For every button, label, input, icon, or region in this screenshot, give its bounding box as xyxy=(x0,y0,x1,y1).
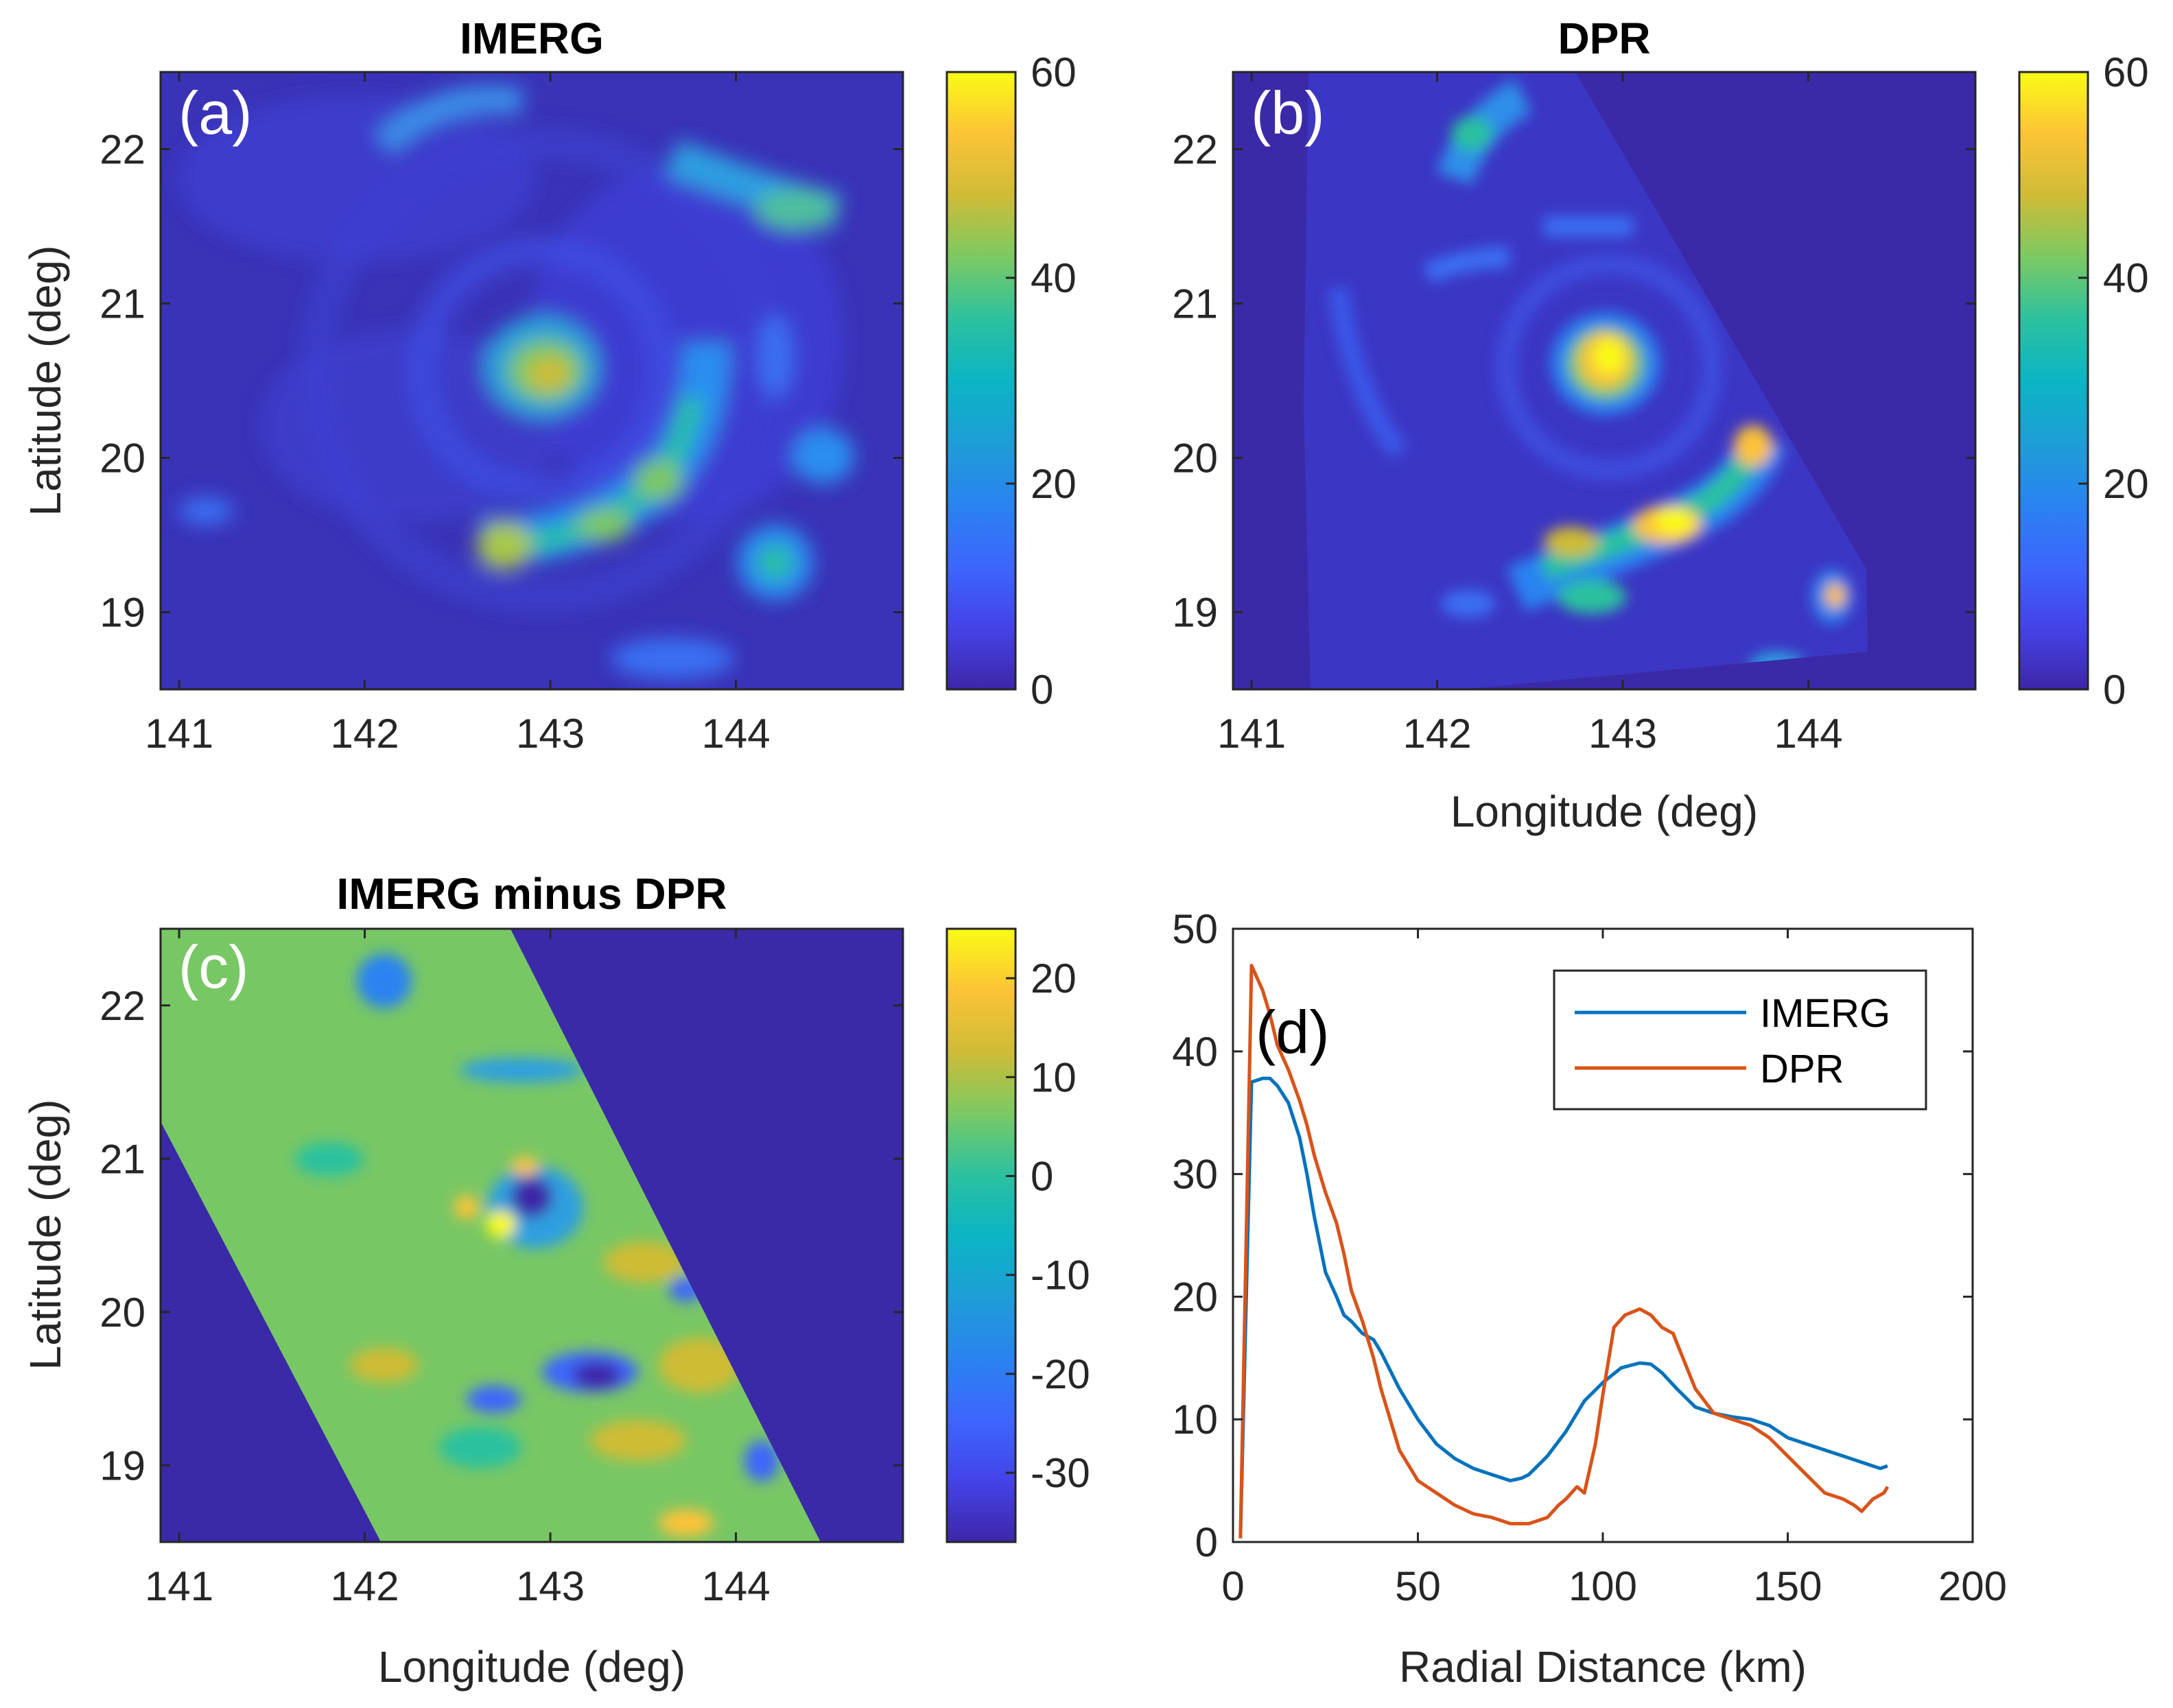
panel-a-ylabel: Latitude (deg) xyxy=(21,246,70,517)
colorbar-tick-label: 60 xyxy=(1031,49,1077,95)
panel-c-difference: IMERG minus DPR (c) Longitude (deg) Lati… xyxy=(21,869,1090,1692)
x-tick-label: 142 xyxy=(330,711,399,757)
panel-c-heatmap xyxy=(161,929,903,1542)
series-line-imerg xyxy=(1238,1076,1888,1539)
panel-b-colorbar xyxy=(2018,71,2089,691)
x-tick-label: 100 xyxy=(1569,1563,1637,1609)
panel-b-label: (b) xyxy=(1251,79,1325,147)
legend: IMERG DPR xyxy=(1553,969,1927,1111)
colorbar-tick-label: 20 xyxy=(1031,461,1077,507)
x-tick-label: 0 xyxy=(1221,1563,1244,1609)
panel-c-xlabel: Longitude (deg) xyxy=(378,1642,685,1692)
legend-box xyxy=(1553,969,1927,1111)
panel-c-ylabel: Latitude (deg) xyxy=(21,1100,70,1371)
y-tick-label: 40 xyxy=(1172,1029,1218,1075)
x-tick-label: 142 xyxy=(1402,711,1471,757)
colorbar-tick-label: -20 xyxy=(1031,1351,1090,1397)
y-tick-label: 0 xyxy=(1195,1519,1218,1565)
panel-a-colorbar xyxy=(945,71,1017,691)
panel-a-label: (a) xyxy=(178,79,252,147)
panel-d-lines xyxy=(1238,964,1890,1539)
legend-dpr-label: DPR xyxy=(1760,1047,1844,1091)
x-tick-label: 141 xyxy=(145,1563,213,1609)
colorbar-tick-label: 0 xyxy=(1031,1153,1053,1199)
panel-c-title: IMERG minus DPR xyxy=(337,869,727,918)
y-tick-label: 10 xyxy=(1172,1397,1218,1443)
series-line-dpr xyxy=(1238,964,1890,1539)
x-tick-label: 141 xyxy=(1217,711,1286,757)
x-tick-label: 150 xyxy=(1753,1563,1822,1609)
colorbar-tick-label: 40 xyxy=(1031,255,1077,301)
panel-b-xlabel: Longitude (deg) xyxy=(1450,787,1758,836)
y-tick-label: 22 xyxy=(1172,127,1218,173)
x-tick-label: 144 xyxy=(701,1563,770,1609)
x-tick-label: 141 xyxy=(145,711,213,757)
colorbar-tick-label: 60 xyxy=(2103,49,2149,95)
x-tick-label: 200 xyxy=(1938,1563,2007,1609)
colorbar-tick-label: 0 xyxy=(1031,667,1053,713)
panel-b-dpr: DPR (b) Longitude (deg) 141 142 143 144 19 20… xyxy=(1172,14,2149,836)
y-tick-label: 21 xyxy=(1172,281,1218,327)
colorbar-tick-label: 40 xyxy=(2103,255,2149,301)
y-tick-label: 20 xyxy=(99,436,145,482)
y-tick-label: 20 xyxy=(99,1290,145,1336)
y-tick-label: 19 xyxy=(99,590,145,636)
panel-d-ticks: 0 50 100 150 200 0 10 20 30 40 50 xyxy=(1172,906,2007,1609)
y-tick-label: 22 xyxy=(99,983,145,1029)
y-tick-label: 50 xyxy=(1172,906,1218,952)
panel-d-xlabel: Radial Distance (km) xyxy=(1399,1642,1807,1692)
panel-c-label: (c) xyxy=(178,933,249,1001)
x-tick-label: 144 xyxy=(1774,711,1842,757)
panel-d-label: (d) xyxy=(1256,998,1330,1066)
panel-a-title: IMERG xyxy=(460,14,604,63)
y-tick-label: 19 xyxy=(1172,590,1218,636)
y-tick-label: 30 xyxy=(1172,1152,1218,1198)
x-tick-label: 143 xyxy=(1588,711,1657,757)
y-tick-label: 20 xyxy=(1172,436,1218,482)
colorbar-tick-label: -10 xyxy=(1031,1253,1090,1298)
x-tick-label: 143 xyxy=(516,1563,585,1609)
panel-b-heatmap xyxy=(1233,72,1975,689)
y-tick-label: 19 xyxy=(99,1443,145,1488)
panel-a-heatmap xyxy=(161,72,903,689)
x-tick-label: 50 xyxy=(1395,1563,1441,1609)
y-tick-label: 22 xyxy=(99,127,145,173)
y-tick-label: 21 xyxy=(99,1136,145,1182)
x-tick-label: 142 xyxy=(330,1563,399,1609)
y-tick-label: 20 xyxy=(1172,1274,1218,1320)
legend-imerg-label: IMERG xyxy=(1760,991,1890,1036)
colorbar-tick-label: 10 xyxy=(1031,1054,1077,1100)
panel-a-imerg: IMERG (a) Latitude (deg) 141 142 143 144 19 2… xyxy=(21,14,1077,757)
colorbar-tick-label: 20 xyxy=(1031,956,1077,1001)
panel-b-title: DPR xyxy=(1558,14,1650,63)
colorbar-tick-label: 0 xyxy=(2103,667,2126,713)
y-tick-label: 21 xyxy=(99,281,145,327)
colorbar-tick-label: -30 xyxy=(1031,1450,1090,1496)
x-tick-label: 144 xyxy=(701,711,770,757)
panel-c-colorbar xyxy=(945,927,1017,1543)
colorbar-tick-label: 20 xyxy=(2103,461,2149,507)
panel-d-radial-profile: 0 50 100 150 200 0 10 20 30 40 50 (d) Radial Dista… xyxy=(1172,906,2007,1692)
x-tick-label: 143 xyxy=(516,711,585,757)
